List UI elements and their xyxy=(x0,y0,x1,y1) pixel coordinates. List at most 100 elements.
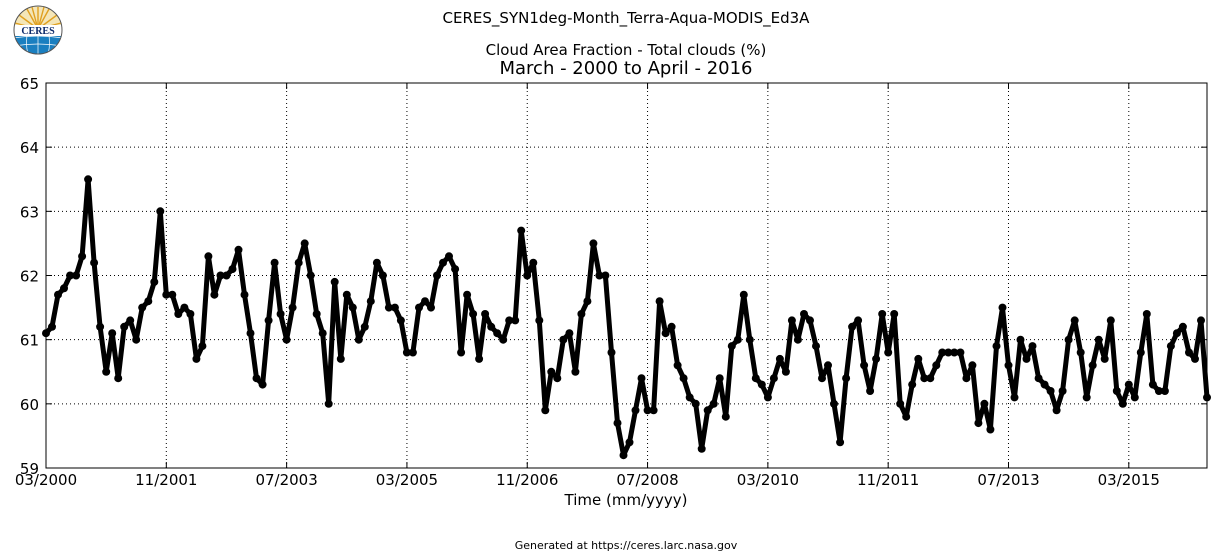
data-point xyxy=(1010,393,1019,402)
data-point xyxy=(613,419,622,428)
x-tick-label: 11/2006 xyxy=(496,471,558,489)
data-point xyxy=(445,252,453,261)
data-point xyxy=(926,374,935,383)
data-point xyxy=(270,258,279,267)
data-point xyxy=(944,348,953,357)
data-point xyxy=(673,361,682,370)
y-tick-labels: 59 60 61 62 63 64 65 xyxy=(20,75,39,478)
logo-text: CERES xyxy=(21,26,55,37)
chart-title: March - 2000 to April - 2016 xyxy=(499,58,753,79)
data-point xyxy=(757,380,766,389)
data-point xyxy=(583,297,592,306)
data-point xyxy=(390,303,399,312)
data-point xyxy=(198,342,207,351)
data-points xyxy=(42,175,1211,460)
x-tick-label: 07/2003 xyxy=(255,471,317,489)
data-point xyxy=(751,374,760,383)
data-point xyxy=(282,335,291,344)
data-point xyxy=(523,271,532,280)
data-point xyxy=(384,303,393,312)
data-point xyxy=(330,277,339,286)
data-point xyxy=(469,310,478,318)
data-point xyxy=(703,406,712,415)
data-point xyxy=(637,374,646,383)
data-point xyxy=(108,329,117,338)
data-point xyxy=(920,374,929,383)
data-point xyxy=(1016,335,1025,344)
x-tick-label: 03/2015 xyxy=(1098,471,1160,489)
x-tick-label: 07/2013 xyxy=(977,471,1039,489)
data-point xyxy=(1034,374,1043,383)
data-point xyxy=(565,329,574,338)
data-point xyxy=(727,342,736,351)
data-point xyxy=(938,348,947,357)
data-point xyxy=(180,303,189,312)
data-point xyxy=(366,297,375,306)
data-point xyxy=(396,316,405,325)
data-point xyxy=(78,252,87,261)
data-point xyxy=(246,329,255,338)
data-point xyxy=(529,258,538,267)
data-point xyxy=(150,277,159,286)
data-point xyxy=(950,348,959,357)
y-tick-label: 59 xyxy=(20,460,39,478)
data-point xyxy=(457,348,466,357)
data-point xyxy=(439,258,447,267)
data-point xyxy=(120,322,129,331)
data-point xyxy=(114,374,123,383)
data-point xyxy=(854,316,863,325)
data-point xyxy=(60,284,68,293)
data-point xyxy=(360,322,369,331)
data-point xyxy=(312,310,321,318)
data-point xyxy=(619,451,628,460)
data-point xyxy=(908,380,917,389)
data-point xyxy=(998,303,1007,312)
data-point xyxy=(342,290,351,299)
data-point xyxy=(1112,387,1121,395)
data-point xyxy=(745,335,754,344)
data-point xyxy=(932,361,941,370)
data-point xyxy=(72,271,81,280)
data-point xyxy=(577,310,586,318)
data-point xyxy=(1160,387,1169,395)
data-point xyxy=(980,399,989,408)
data-point xyxy=(806,316,814,325)
data-point xyxy=(1004,361,1013,370)
data-point xyxy=(138,303,147,312)
data-point xyxy=(1106,316,1115,325)
ceres-logo: CERES xyxy=(13,5,63,55)
data-point xyxy=(372,258,381,267)
data-point xyxy=(306,271,315,280)
data-point xyxy=(589,239,598,248)
data-point xyxy=(691,399,700,408)
x-tick-label: 11/2001 xyxy=(135,471,197,489)
data-point xyxy=(667,322,676,331)
data-point xyxy=(824,361,832,370)
data-point xyxy=(812,342,820,351)
data-point xyxy=(126,316,135,325)
series-line xyxy=(44,176,1210,458)
data-point xyxy=(318,329,327,338)
data-point xyxy=(685,393,694,402)
data-point xyxy=(992,342,1001,351)
data-point xyxy=(836,438,845,447)
data-point xyxy=(1148,380,1157,389)
data-point xyxy=(1154,387,1163,395)
y-tick-label: 64 xyxy=(20,139,39,157)
data-point xyxy=(84,175,93,184)
data-point xyxy=(884,348,893,357)
data-point xyxy=(90,258,99,267)
data-point xyxy=(902,412,911,421)
data-point xyxy=(781,367,790,376)
data-point xyxy=(481,310,490,318)
data-point xyxy=(96,322,105,331)
data-point xyxy=(1064,335,1073,344)
data-point xyxy=(216,271,225,280)
data-point xyxy=(1191,354,1199,363)
data-point xyxy=(1070,316,1079,325)
y-tick-label: 62 xyxy=(20,268,39,286)
data-point xyxy=(1130,393,1139,402)
data-point xyxy=(1094,335,1103,344)
data-point xyxy=(661,329,670,338)
